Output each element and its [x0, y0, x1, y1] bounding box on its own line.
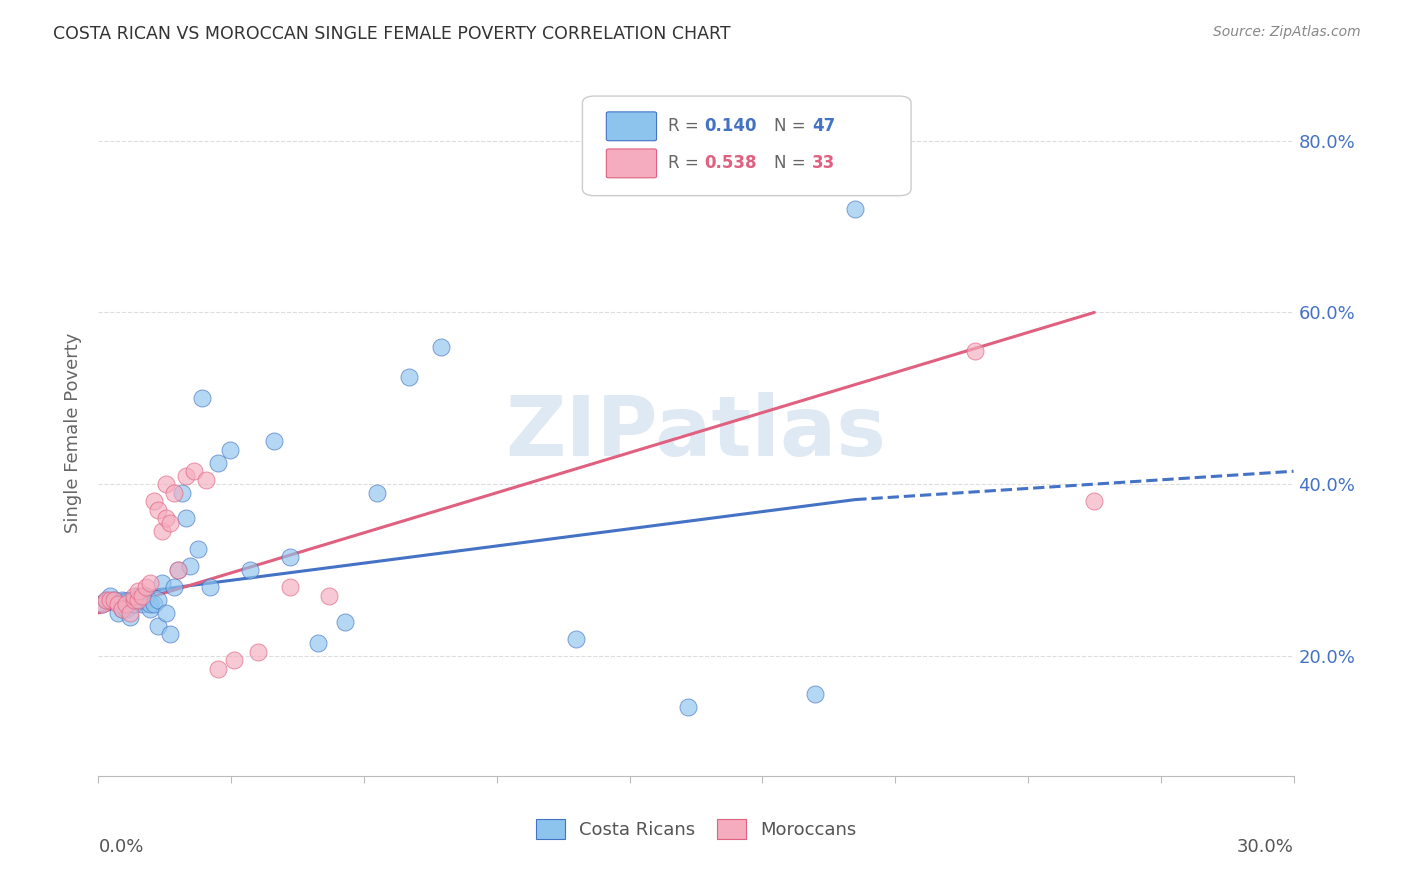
Point [127, 593, 149, 607]
Point [139, 575, 162, 590]
Y-axis label: Single Female Poverty: Single Female Poverty [65, 333, 83, 533]
Point [96, 593, 118, 607]
Point [159, 516, 181, 530]
Text: 0.538: 0.538 [704, 154, 756, 172]
Point [135, 589, 157, 603]
Point [127, 589, 149, 603]
Text: Source: ZipAtlas.com: Source: ZipAtlas.com [1213, 25, 1361, 39]
Point [174, 511, 197, 525]
Point [167, 563, 190, 577]
Text: 0.0%: 0.0% [98, 838, 143, 855]
Point [307, 636, 329, 650]
Text: N =: N = [773, 154, 810, 172]
Point [127, 584, 149, 599]
Point [135, 580, 157, 594]
Point [155, 606, 177, 620]
FancyBboxPatch shape [606, 149, 657, 178]
Point [124, 598, 146, 612]
Text: 47: 47 [811, 117, 835, 136]
FancyBboxPatch shape [582, 96, 911, 195]
FancyBboxPatch shape [606, 112, 657, 141]
Point [107, 598, 129, 612]
Point [335, 615, 357, 629]
Point [111, 601, 134, 615]
Point [96, 593, 118, 607]
Text: COSTA RICAN VS MOROCCAN SINGLE FEMALE POVERTY CORRELATION CHART: COSTA RICAN VS MOROCCAN SINGLE FEMALE PO… [53, 25, 731, 43]
Text: ZIPatlas: ZIPatlas [506, 392, 886, 473]
Point [222, 653, 245, 667]
Point [111, 593, 134, 607]
Point [187, 541, 209, 556]
Point [804, 688, 827, 702]
Text: 30.0%: 30.0% [1237, 838, 1294, 855]
Point [98, 593, 122, 607]
Point [565, 632, 588, 646]
Point [844, 202, 866, 217]
Point [111, 601, 134, 615]
Point [150, 524, 173, 539]
Text: 0.140: 0.140 [704, 117, 756, 136]
Point [148, 619, 170, 633]
Point [115, 598, 138, 612]
Point [207, 662, 229, 676]
Text: N =: N = [773, 117, 810, 136]
Point [131, 598, 153, 612]
Point [163, 485, 186, 500]
Point [207, 456, 229, 470]
Point [139, 598, 162, 612]
Point [131, 593, 153, 607]
Point [172, 485, 194, 500]
Point [239, 563, 262, 577]
Point [155, 477, 177, 491]
Point [155, 511, 177, 525]
Point [103, 593, 125, 607]
Text: R =: R = [668, 117, 704, 136]
Point [366, 485, 388, 500]
Point [143, 494, 166, 508]
Point [124, 593, 146, 607]
Point [107, 606, 129, 620]
Point [98, 589, 122, 603]
Point [195, 473, 218, 487]
Point [143, 598, 166, 612]
Point [127, 593, 149, 607]
Point [159, 627, 181, 641]
Point [139, 601, 162, 615]
Point [179, 558, 201, 573]
Text: 33: 33 [811, 154, 835, 172]
Point [91, 598, 114, 612]
Legend: Costa Ricans, Moroccans: Costa Ricans, Moroccans [529, 812, 863, 846]
Point [219, 442, 242, 457]
Point [91, 598, 114, 612]
Point [198, 580, 221, 594]
Point [167, 563, 190, 577]
Point [103, 593, 125, 607]
Point [115, 601, 138, 615]
Point [318, 589, 340, 603]
Point [1083, 494, 1105, 508]
Point [183, 464, 205, 478]
Point [120, 606, 142, 620]
Text: R =: R = [668, 154, 704, 172]
Point [124, 598, 146, 612]
Point [174, 468, 197, 483]
Point [148, 593, 170, 607]
Point [148, 503, 170, 517]
Point [430, 340, 453, 354]
Point [246, 644, 269, 658]
Point [131, 589, 153, 603]
Point [398, 369, 420, 384]
Point [963, 344, 986, 359]
Point [278, 580, 301, 594]
Point [135, 589, 157, 603]
Point [191, 391, 214, 405]
Point [120, 610, 142, 624]
Point [150, 575, 173, 590]
Point [278, 550, 301, 565]
Point [676, 700, 699, 714]
Point [263, 434, 285, 449]
Point [124, 589, 146, 603]
Point [163, 580, 186, 594]
